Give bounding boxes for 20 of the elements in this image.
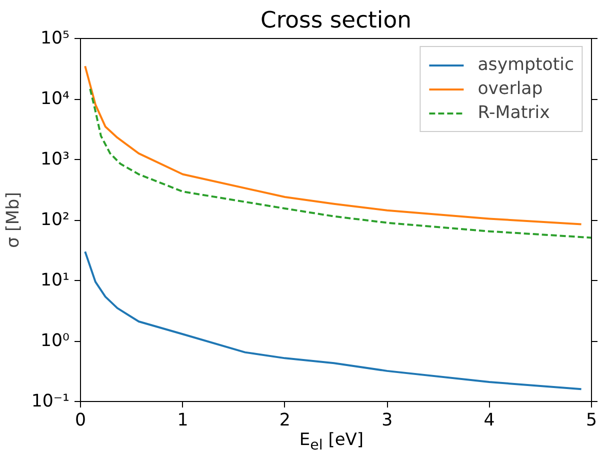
line-series bbox=[84, 250, 582, 390]
y-tick-label: 10⁴ bbox=[40, 89, 70, 109]
legend-label: R-Matrix bbox=[478, 103, 550, 123]
x-tick-label: 4 bbox=[484, 410, 495, 430]
x-tick-label: 0 bbox=[74, 410, 86, 430]
y-tick-label: 10¹ bbox=[40, 270, 70, 290]
y-tick-label: 10³ bbox=[40, 150, 70, 170]
y-tick-label: 10² bbox=[40, 210, 70, 230]
y-axis-title: σ [Mb] bbox=[3, 192, 24, 248]
legend-label: asymptotic bbox=[478, 55, 574, 75]
x-tick-label: 2 bbox=[279, 410, 290, 430]
x-tick-label: 3 bbox=[382, 410, 393, 430]
y-tick-label: 10⁰ bbox=[40, 331, 70, 351]
y-tick-label: 10⁵ bbox=[40, 28, 70, 48]
chart-title: Cross section bbox=[260, 8, 412, 34]
y-tick-label: 10⁻¹ bbox=[31, 392, 70, 412]
legend-label: overlap bbox=[478, 79, 543, 99]
x-tick-label: 5 bbox=[586, 410, 598, 430]
x-axis-title: E$_{el}$ [eV] bbox=[299, 430, 364, 454]
x-tick-label: 1 bbox=[177, 410, 188, 430]
